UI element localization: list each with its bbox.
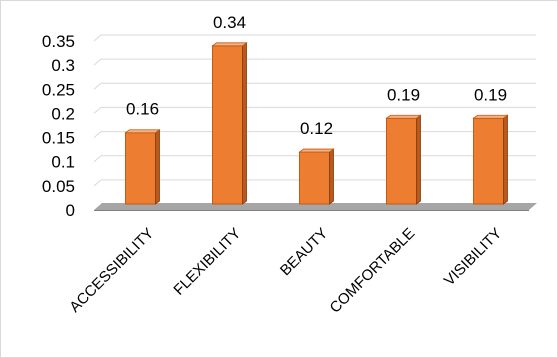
bar-side <box>503 114 508 205</box>
bars <box>124 42 509 205</box>
bar-side <box>329 148 334 205</box>
y-tick-label: 0.3 <box>51 56 75 75</box>
gridline-slant <box>93 179 102 187</box>
x-tick-label: VISIBILITY <box>441 225 505 289</box>
bar-top <box>124 129 161 134</box>
bar-accessibility <box>124 128 161 205</box>
bar-front <box>299 151 330 205</box>
bar-side <box>416 114 421 205</box>
bar-side <box>242 42 247 205</box>
bar-top <box>298 148 335 153</box>
x-tick-label: FLEXIBILITY <box>170 225 244 299</box>
gridlines <box>93 34 536 187</box>
gridline-slant <box>93 82 102 90</box>
y-tick-label: 0.25 <box>42 80 75 99</box>
bar-front <box>212 45 243 205</box>
y-tick-label: 0 <box>66 201 75 220</box>
bar-top <box>385 114 422 119</box>
data-labels: 0.16 0.34 0.12 0.19 0.19 <box>126 13 507 138</box>
data-label: 0.34 <box>213 13 246 32</box>
data-label: 0.19 <box>387 85 420 104</box>
data-label: 0.12 <box>300 119 333 138</box>
gridline-slant <box>93 131 102 138</box>
data-label: 0.16 <box>126 100 159 119</box>
x-axis-tick-labels: ACCESSIBILITY FLEXIBILITY BEAUTYCOMFORTABL… <box>66 225 505 317</box>
y-tick-label: 0.05 <box>42 177 75 196</box>
bar-beauty <box>298 148 335 205</box>
bar-visibility <box>472 114 509 205</box>
x-tick-label: COMFORTABLE <box>327 225 419 317</box>
bar-side <box>155 128 160 205</box>
gridline-slant <box>93 58 102 66</box>
x-tick-label: BEAUTY <box>277 225 331 279</box>
bar-top <box>211 42 248 47</box>
gridline-slant <box>93 155 102 163</box>
bar-front <box>125 132 156 205</box>
bar-front <box>473 117 504 205</box>
y-tick-label: 0.35 <box>42 32 75 51</box>
bar-top <box>472 114 509 119</box>
bar-flexibility <box>211 42 248 205</box>
gridline-slant <box>93 34 102 42</box>
y-tick-label: 0.2 <box>51 104 75 123</box>
x-tick-label: ACCESSIBILITY <box>66 225 157 316</box>
y-tick-label: 0.15 <box>42 129 75 148</box>
bar-front <box>386 117 417 205</box>
data-label: 0.19 <box>474 85 507 104</box>
floor-plane <box>94 203 537 210</box>
gridline-slant <box>93 107 102 114</box>
y-axis-tick-labels: 0 0.05 0.1 0.15 0.2 0.25 0.3 0.35 <box>42 32 75 220</box>
y-tick-label: 0.1 <box>51 153 75 172</box>
bar-comfortable <box>385 114 422 205</box>
chart-floor <box>94 203 537 211</box>
